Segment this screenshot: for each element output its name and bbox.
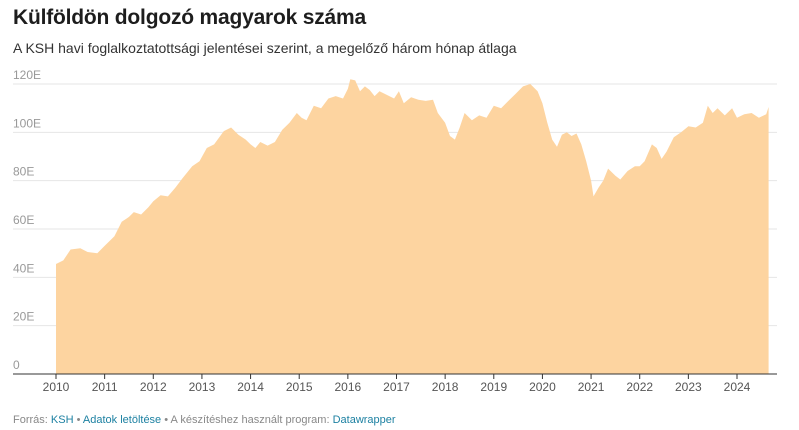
- source-link[interactable]: KSH: [50, 414, 74, 426]
- y-tick-label: 60E: [13, 213, 34, 227]
- x-tick-label: 2022: [626, 380, 653, 394]
- x-tick-label: 2023: [675, 380, 702, 394]
- source-prefix: Forrás:: [13, 414, 48, 426]
- footer-separator: •: [76, 414, 81, 426]
- y-tick-label: 20E: [13, 310, 34, 324]
- x-tick-label: 2013: [189, 380, 216, 394]
- footer-tool-text: • A készítéshez használt program:: [164, 414, 330, 426]
- y-tick-label: 100E: [13, 116, 41, 130]
- x-tick-label: 2011: [92, 380, 118, 394]
- area-series: [56, 79, 769, 374]
- chart-subtitle: A KSH havi foglalkoztatottsági jelentése…: [13, 40, 517, 56]
- download-data-link[interactable]: Adatok letöltése: [82, 414, 162, 426]
- footer: Forrás: KSH • Adatok letöltése • A készí…: [13, 414, 396, 426]
- y-tick-label: 120E: [13, 68, 41, 82]
- x-tick-label: 2020: [529, 380, 556, 394]
- y-tick-label: 0: [13, 358, 20, 372]
- x-tick-label: 2010: [43, 380, 70, 394]
- x-tick-label: 2021: [578, 380, 605, 394]
- y-tick-label: 40E: [13, 261, 34, 275]
- x-tick-label: 2012: [140, 380, 167, 394]
- x-tick-label: 2016: [335, 380, 362, 394]
- chart-title: Külföldön dolgozó magyarok száma: [13, 6, 366, 29]
- x-tick-label: 2018: [432, 380, 459, 394]
- y-tick-label: 80E: [13, 165, 34, 179]
- x-tick-label: 2015: [286, 380, 313, 394]
- datawrapper-link[interactable]: Datawrapper: [332, 414, 396, 426]
- x-tick-label: 2024: [724, 380, 751, 394]
- x-tick-label: 2017: [383, 380, 410, 394]
- x-tick-label: 2014: [237, 380, 264, 394]
- x-tick-label: 2019: [480, 380, 507, 394]
